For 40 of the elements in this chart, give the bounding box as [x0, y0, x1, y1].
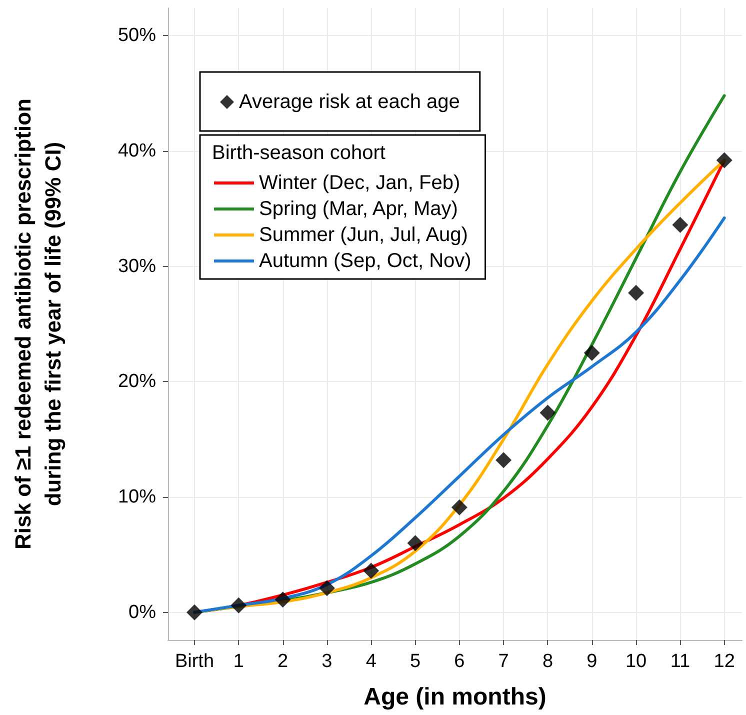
x-tick-label: 2: [278, 651, 288, 672]
point: [716, 152, 732, 168]
point: [318, 580, 335, 596]
x-tick-label: 3: [322, 651, 332, 672]
legend-label: Autumn (Sep, Oct, Nov): [259, 250, 472, 272]
y-tick-label: 0%: [128, 602, 156, 623]
x-tick-label: 6: [454, 651, 465, 672]
y-tick-label: 30%: [118, 256, 156, 277]
x-axis-title: Age (in months): [364, 684, 546, 710]
point: [186, 604, 202, 620]
y-tick-label: 50%: [118, 25, 156, 46]
x-tick-label: 10: [625, 651, 647, 672]
point: [584, 344, 600, 361]
y-axis-title: Risk of ≥1 redeemed antibiotic prescription during the first year of life (99% CI): [10, 98, 66, 550]
point: [672, 216, 688, 233]
point: [451, 499, 468, 516]
x-tick-label: Birth: [174, 651, 214, 672]
x-tick-label: 5: [410, 651, 421, 672]
point: [540, 404, 556, 421]
x-tick-label: 11: [670, 651, 690, 672]
x-tick-label: 8: [542, 651, 554, 672]
point: [496, 452, 512, 468]
y-tick-label: 10%: [118, 486, 156, 508]
legend-label: Average risk at each age: [239, 91, 460, 113]
legend-title: Birth-season cohort: [212, 142, 386, 164]
legend-label: Winter (Dec, Jan, Feb): [259, 172, 460, 194]
x-tick-label: 9: [586, 651, 598, 672]
point: [363, 562, 380, 579]
legend-label: Summer (Jun, Jul, Aug): [259, 224, 468, 246]
legend-label: Spring (Mar, Apr, May): [259, 198, 458, 220]
x-tick-label: 4: [366, 651, 377, 672]
x-tick-label: 7: [498, 651, 509, 672]
point: [230, 597, 247, 614]
x-tick-label: 1: [233, 651, 244, 672]
y-tick-label: 20%: [118, 371, 156, 392]
x-tick-label: 12: [714, 651, 735, 672]
point: [628, 284, 644, 301]
y-tick-label: 40%: [118, 140, 156, 162]
point: [274, 592, 291, 608]
point: [407, 535, 424, 552]
